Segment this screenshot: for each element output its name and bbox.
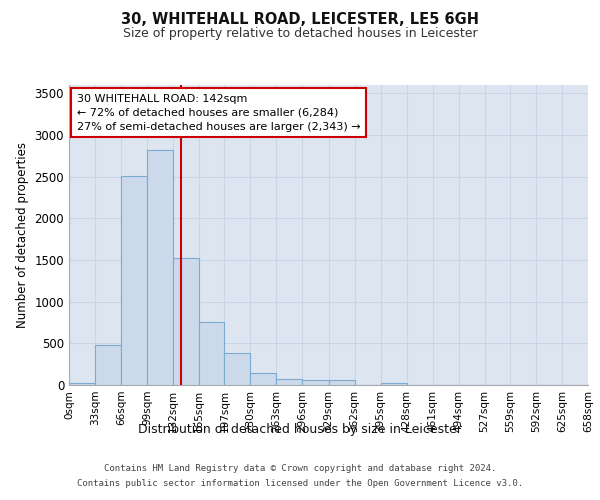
Bar [95, 345, 121, 385]
Bar [380, 384, 407, 385]
Text: Size of property relative to detached houses in Leicester: Size of property relative to detached ho… [122, 28, 478, 40]
Bar [277, 379, 302, 385]
Bar [224, 353, 250, 385]
Bar [302, 380, 329, 385]
Text: Distribution of detached houses by size in Leicester: Distribution of detached houses by size … [138, 422, 462, 436]
Text: Contains public sector information licensed under the Open Government Licence v3: Contains public sector information licen… [77, 479, 523, 488]
Text: 30, WHITEHALL ROAD, LEICESTER, LE5 6GH: 30, WHITEHALL ROAD, LEICESTER, LE5 6GH [121, 12, 479, 28]
Bar [147, 150, 173, 385]
Text: 30 WHITEHALL ROAD: 142sqm
← 72% of detached houses are smaller (6,284)
27% of se: 30 WHITEHALL ROAD: 142sqm ← 72% of detac… [77, 94, 361, 132]
Bar [199, 322, 224, 385]
Bar [250, 373, 277, 385]
Y-axis label: Number of detached properties: Number of detached properties [16, 142, 29, 328]
Bar [121, 176, 147, 385]
Bar [173, 258, 199, 385]
Text: Contains HM Land Registry data © Crown copyright and database right 2024.: Contains HM Land Registry data © Crown c… [104, 464, 496, 473]
Bar [69, 382, 95, 385]
Bar [329, 380, 355, 385]
